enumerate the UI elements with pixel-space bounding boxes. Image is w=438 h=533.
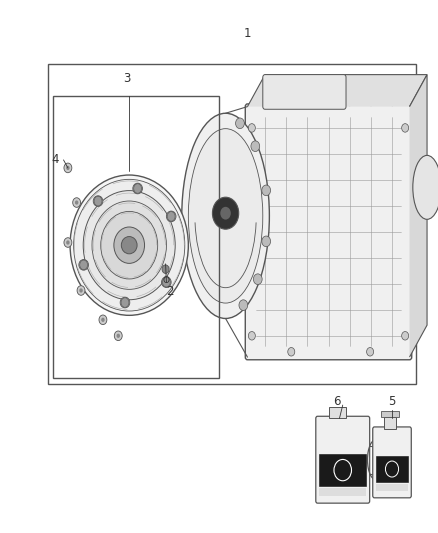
Circle shape (64, 238, 72, 247)
FancyBboxPatch shape (245, 104, 412, 360)
FancyBboxPatch shape (316, 416, 370, 503)
Circle shape (162, 277, 170, 287)
Bar (328, 407, 346, 418)
Circle shape (239, 300, 248, 310)
Ellipse shape (166, 211, 176, 222)
Circle shape (288, 348, 295, 356)
Circle shape (262, 236, 271, 247)
Circle shape (254, 274, 262, 285)
Circle shape (402, 332, 409, 340)
Ellipse shape (133, 183, 142, 194)
Ellipse shape (413, 155, 438, 220)
Bar (48, 64, 416, 384)
Bar (384, 417, 396, 429)
Text: 2: 2 (166, 286, 174, 298)
Circle shape (73, 198, 81, 207)
Circle shape (220, 207, 231, 220)
Bar (53, 96, 219, 378)
Circle shape (75, 200, 78, 205)
Circle shape (367, 348, 374, 356)
Circle shape (167, 212, 175, 221)
Text: 1: 1 (244, 27, 251, 40)
Circle shape (248, 124, 255, 132)
Bar (381, 411, 399, 417)
Circle shape (99, 315, 107, 325)
Circle shape (121, 298, 129, 308)
Circle shape (402, 124, 409, 132)
Circle shape (236, 118, 244, 128)
Text: O: O (162, 276, 169, 285)
Circle shape (94, 196, 102, 206)
Ellipse shape (101, 212, 158, 279)
Bar (376, 456, 408, 482)
Text: 4: 4 (52, 154, 59, 166)
Circle shape (101, 318, 105, 322)
Text: 5: 5 (389, 395, 396, 408)
Ellipse shape (114, 227, 145, 263)
Bar (319, 454, 366, 486)
Ellipse shape (121, 237, 137, 254)
Circle shape (66, 166, 70, 170)
Ellipse shape (93, 196, 103, 206)
Circle shape (114, 331, 122, 341)
Circle shape (248, 332, 255, 340)
Circle shape (134, 184, 141, 193)
Ellipse shape (74, 179, 185, 311)
Bar (319, 488, 366, 496)
Circle shape (162, 265, 169, 273)
Bar (376, 484, 408, 491)
Circle shape (212, 197, 239, 229)
Ellipse shape (120, 297, 130, 308)
FancyBboxPatch shape (373, 427, 411, 498)
Ellipse shape (79, 260, 88, 270)
PathPatch shape (247, 75, 427, 107)
PathPatch shape (410, 75, 427, 357)
Circle shape (262, 185, 271, 196)
Circle shape (79, 288, 83, 293)
Ellipse shape (182, 114, 269, 319)
Circle shape (251, 141, 260, 151)
Text: 3: 3 (124, 72, 131, 85)
Ellipse shape (70, 175, 188, 316)
Ellipse shape (162, 277, 171, 287)
Circle shape (66, 240, 70, 245)
Text: 6: 6 (333, 395, 341, 408)
Ellipse shape (83, 191, 175, 300)
Circle shape (77, 286, 85, 295)
FancyBboxPatch shape (263, 75, 346, 109)
Circle shape (64, 163, 72, 173)
Circle shape (80, 260, 88, 270)
Circle shape (117, 334, 120, 338)
Ellipse shape (92, 201, 166, 289)
Ellipse shape (188, 128, 263, 303)
